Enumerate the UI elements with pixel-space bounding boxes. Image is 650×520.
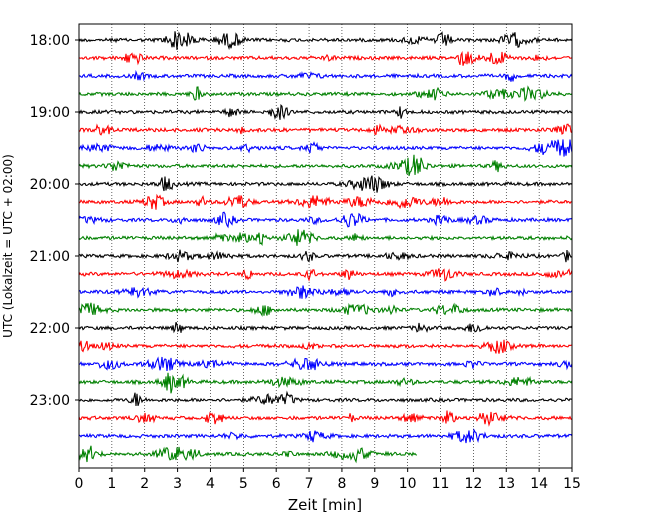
- x-tick-label: 14: [530, 476, 548, 492]
- x-tick-label: 12: [464, 476, 482, 492]
- trace-2130: [78, 285, 573, 300]
- y-tick-label: 22:00: [30, 321, 70, 337]
- y-axis-ticks: 18:00 19:00 20:00 21:00 22:00 23:00: [30, 33, 79, 409]
- y-tick-label: 21:00: [30, 249, 70, 265]
- y-tick-label: 19:00: [30, 105, 70, 121]
- trace-1945: [78, 154, 573, 177]
- x-tick-label: 3: [173, 476, 182, 492]
- x-tick-label: 0: [75, 476, 84, 492]
- x-tick-label: 1: [107, 476, 116, 492]
- trace-2345: [78, 445, 418, 464]
- trace-1815: [78, 50, 573, 66]
- trace-2230: [78, 356, 573, 371]
- x-tick-label: 4: [206, 476, 215, 492]
- trace-1845: [78, 85, 573, 102]
- x-tick-label: 11: [432, 476, 450, 492]
- seismogram-traces: [78, 31, 573, 464]
- trace-1900: [78, 104, 573, 120]
- trace-2330: [78, 428, 573, 444]
- trace-2145: [78, 302, 573, 317]
- trace-2200: [78, 322, 573, 334]
- x-tick-label: 6: [272, 476, 281, 492]
- y-tick-label: 20:00: [30, 177, 70, 193]
- trace-1915: [78, 123, 573, 136]
- x-tick-label: 9: [370, 476, 379, 492]
- trace-1930: [78, 139, 573, 157]
- x-axis-label: Zeit [min]: [288, 496, 362, 514]
- y-tick-label: 23:00: [30, 393, 70, 409]
- trace-2015: [78, 193, 573, 210]
- x-tick-label: 8: [337, 476, 346, 492]
- trace-2000: [78, 175, 573, 193]
- trace-1800: [78, 31, 573, 51]
- trace-2245: [78, 372, 573, 394]
- trace-2115: [78, 268, 573, 282]
- trace-2045: [78, 229, 573, 247]
- plot-frame: [78, 23, 573, 469]
- vertical-gridlines: [111, 24, 540, 468]
- x-tick-label: 7: [305, 476, 314, 492]
- trace-2315: [78, 410, 573, 427]
- x-axis-ticks: 0 1 2 3 4 5 6 7 8 9 10 11 12 13 14 15: [75, 468, 581, 492]
- trace-1830: [78, 69, 573, 82]
- y-tick-label: 18:00: [30, 33, 70, 49]
- x-tick-label: 15: [563, 476, 581, 492]
- trace-2300: [78, 390, 573, 406]
- y-axis-label: UTC (Lokalzeit = UTC + 02:00): [1, 154, 15, 338]
- trace-2215: [78, 339, 572, 354]
- x-tick-label: 13: [497, 476, 515, 492]
- x-tick-label: 2: [140, 476, 149, 492]
- trace-2030: [78, 211, 573, 229]
- x-tick-label: 5: [239, 476, 248, 492]
- x-tick-label: 10: [399, 476, 417, 492]
- trace-2100: [78, 249, 573, 263]
